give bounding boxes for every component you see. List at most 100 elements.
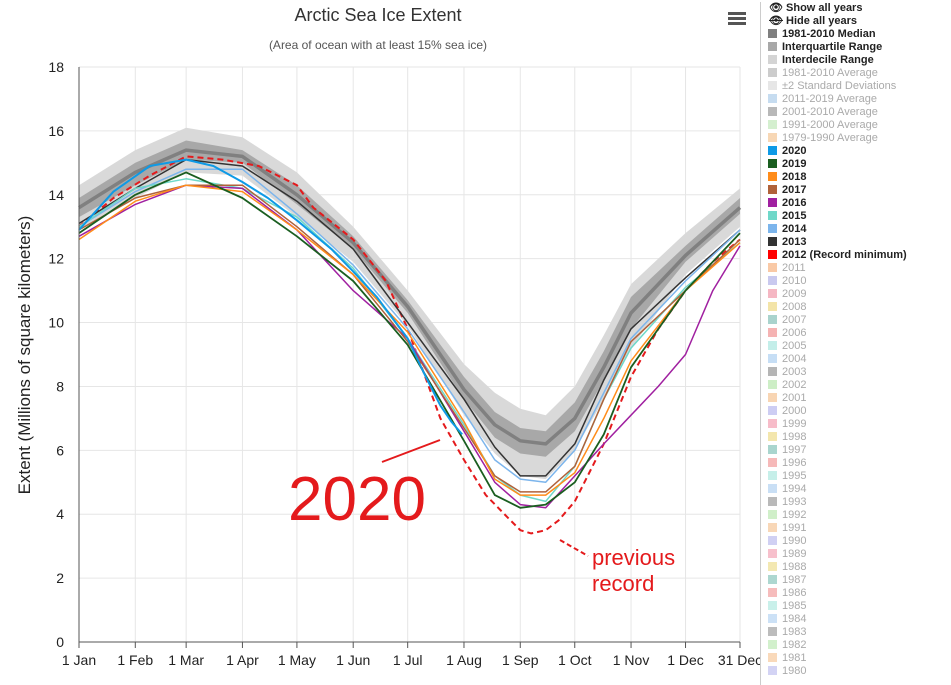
band-interquartile-range — [79, 140, 740, 457]
show-all-years-button[interactable]: 👁 Show all years — [761, 2, 951, 15]
legend-item-label: 1990 — [782, 535, 807, 547]
legend-item[interactable]: 1981-2010 Average — [761, 67, 951, 80]
legend-item-label: 1996 — [782, 457, 807, 469]
legend-item[interactable]: 2014 — [761, 223, 951, 236]
y-axis-label: Extent (Millions of square kilometers) — [15, 216, 34, 495]
legend-swatch — [768, 55, 777, 64]
legend-swatch — [768, 250, 777, 259]
legend-item[interactable]: 2018 — [761, 171, 951, 184]
series-line-2014[interactable] — [78, 168, 741, 484]
legend-item[interactable]: 2019 — [761, 158, 951, 171]
legend-item[interactable]: 1989 — [761, 548, 951, 561]
legend-item[interactable]: 1981 — [761, 652, 951, 665]
legend-item[interactable]: Interdecile Range — [761, 54, 951, 67]
legend-item-label: 2003 — [782, 366, 807, 378]
legend-item[interactable]: ±2 Standard Deviations — [761, 80, 951, 93]
hide-all-years-button[interactable]: 👁 Hide all years — [761, 15, 951, 28]
legend-item-label: 2014 — [782, 223, 807, 235]
legend-item-label: 1991-2000 Average — [782, 119, 878, 131]
legend-item[interactable]: 1991-2000 Average — [761, 119, 951, 132]
legend-item[interactable]: 2012 (Record minimum) — [761, 249, 951, 262]
x-tick-label: 1 Jan — [62, 652, 96, 668]
legend-swatch — [768, 289, 777, 298]
annotation-arrow-2020 — [381, 439, 441, 463]
legend-item-label: 2018 — [782, 171, 807, 183]
legend-item[interactable]: 1998 — [761, 431, 951, 444]
y-tick-label: 6 — [56, 442, 64, 458]
legend-item[interactable]: 2009 — [761, 288, 951, 301]
legend-item[interactable]: 1982 — [761, 639, 951, 652]
legend-item[interactable]: 2002 — [761, 379, 951, 392]
legend-item[interactable]: 2000 — [761, 405, 951, 418]
series-line-2018[interactable] — [78, 184, 741, 496]
legend-item[interactable]: 2015 — [761, 210, 951, 223]
legend-item[interactable]: 1988 — [761, 561, 951, 574]
legend-item[interactable]: 2013 — [761, 236, 951, 249]
legend-item[interactable]: 2010 — [761, 275, 951, 288]
legend-item[interactable]: 1979-1990 Average — [761, 132, 951, 145]
legend-item[interactable]: 1981-2010 Median — [761, 28, 951, 41]
legend-item[interactable]: 2001-2010 Average — [761, 106, 951, 119]
legend-item[interactable]: 1995 — [761, 470, 951, 483]
y-tick-label: 10 — [48, 315, 64, 331]
legend-item[interactable]: 1997 — [761, 444, 951, 457]
legend-item[interactable]: 1983 — [761, 626, 951, 639]
legend-swatch — [768, 341, 777, 350]
legend-item-label: 2008 — [782, 301, 807, 313]
legend-item[interactable]: 1996 — [761, 457, 951, 470]
series-line-2020[interactable] — [78, 158, 463, 436]
legend-item[interactable]: 2017 — [761, 184, 951, 197]
legend-swatch — [768, 484, 777, 493]
legend-item[interactable]: 1992 — [761, 509, 951, 522]
series-line-2019[interactable] — [78, 171, 741, 509]
legend-item[interactable]: 1987 — [761, 574, 951, 587]
legend-item[interactable]: 1991 — [761, 522, 951, 535]
chart-menu-button[interactable] — [728, 12, 746, 26]
legend-item[interactable]: 2003 — [761, 366, 951, 379]
legend-item-label: 2002 — [782, 379, 807, 391]
legend-item[interactable]: 2008 — [761, 301, 951, 314]
y-tick-label: 2 — [56, 570, 64, 586]
legend-item[interactable]: Interquartile Range — [761, 41, 951, 54]
legend-item[interactable]: 2011-2019 Average — [761, 93, 951, 106]
chart-title: Arctic Sea Ice Extent — [294, 5, 461, 25]
legend-swatch — [768, 432, 777, 441]
legend-item[interactable]: 1993 — [761, 496, 951, 509]
legend-item[interactable]: 1980 — [761, 665, 951, 678]
x-tick-label: 1 Nov — [613, 652, 650, 668]
legend-item[interactable]: 1990 — [761, 535, 951, 548]
legend-item[interactable]: 2001 — [761, 392, 951, 405]
legend-item[interactable]: 2005 — [761, 340, 951, 353]
legend-swatch — [768, 198, 777, 207]
series-line-1981-2010-median[interactable] — [78, 148, 742, 446]
legend-item[interactable]: 2004 — [761, 353, 951, 366]
legend-item-label: 1988 — [782, 561, 807, 573]
legend-item[interactable]: 2020 — [761, 145, 951, 158]
legend-item[interactable]: 1994 — [761, 483, 951, 496]
legend-item[interactable]: 2007 — [761, 314, 951, 327]
legend-swatch — [768, 575, 777, 584]
legend-item-label: 1981 — [782, 652, 807, 664]
legend-item-label: 1983 — [782, 626, 807, 638]
chart-subtitle: (Area of ocean with at least 15% sea ice… — [269, 38, 487, 52]
legend-item-label: 2009 — [782, 288, 807, 300]
series-line-2012-record-minimum[interactable] — [78, 155, 741, 535]
series-layer[interactable] — [78, 148, 742, 535]
legend-item[interactable]: 1999 — [761, 418, 951, 431]
series-line-2013[interactable] — [78, 158, 741, 477]
series-line-2016[interactable] — [78, 184, 741, 509]
x-tick-label: 1 Mar — [168, 652, 204, 668]
legend-item[interactable]: 2006 — [761, 327, 951, 340]
legend-swatch — [768, 536, 777, 545]
legend-swatch — [768, 276, 777, 285]
legend-item[interactable]: 1984 — [761, 613, 951, 626]
legend-item-label: ±2 Standard Deviations — [782, 80, 897, 92]
series-line-2017[interactable] — [78, 184, 741, 493]
legend-item[interactable]: 1985 — [761, 600, 951, 613]
legend-item[interactable]: 2011 — [761, 262, 951, 275]
legend-item[interactable]: 1986 — [761, 587, 951, 600]
legend-item-label: 2019 — [782, 158, 807, 170]
y-tick-label: 8 — [56, 378, 64, 394]
legend-swatch — [768, 185, 777, 194]
legend-item[interactable]: 2016 — [761, 197, 951, 210]
